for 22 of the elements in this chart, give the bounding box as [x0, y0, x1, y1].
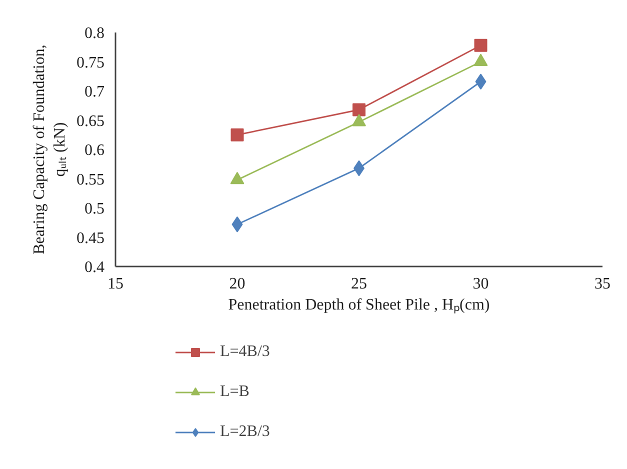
legend-label: L=2B/3: [220, 423, 270, 441]
y-axis-title: Bearing Capacity of Foundation, qᵤₗₜ (kN): [31, 44, 68, 254]
point: [474, 38, 488, 52]
y-tick-label: 0.4: [84, 259, 104, 276]
x-tick-label: 20: [229, 276, 246, 292]
x-axis-title: Penetration Depth of Sheet Pile , Hₚ(cm): [228, 296, 490, 314]
y-tick-label: 0.6: [84, 142, 104, 159]
y-tick-label: 0.55: [76, 171, 104, 188]
y-tick-label: 0.7: [84, 84, 104, 100]
point: [352, 103, 366, 116]
y-tick-label: 0.65: [76, 112, 104, 130]
y-tick-label: 0.8: [84, 25, 104, 42]
y-tick-label: 0.5: [84, 200, 104, 218]
x-tick-label: 15: [108, 276, 124, 292]
x-tick-label: 30: [472, 276, 489, 292]
legend-label: L=4B/3: [220, 343, 270, 361]
x-tick-label: 25: [351, 276, 367, 292]
y-tick-label: 0.45: [76, 230, 104, 247]
point: [230, 128, 244, 142]
legend-label: L=B: [220, 383, 250, 401]
y-tick-label: 0.75: [76, 54, 104, 72]
x-tick-label: 35: [594, 276, 610, 292]
